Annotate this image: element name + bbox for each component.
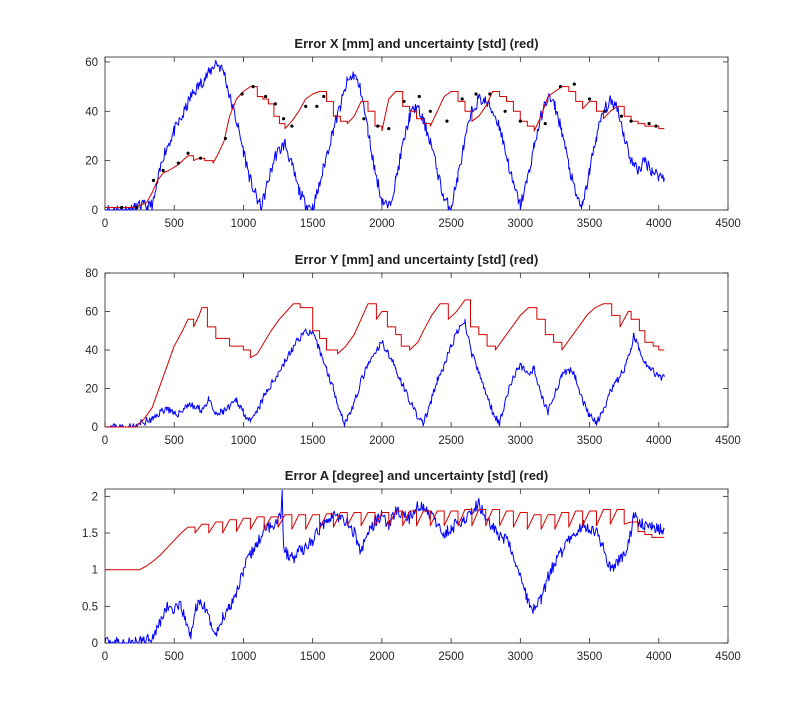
marker-point [290,124,294,128]
marker-point [647,122,651,126]
chart-title: Error A [degree] and uncertainty [std] (… [285,468,548,483]
marker-point [315,104,319,108]
chart-title: Error X [mm] and uncertainty [std] (red) [294,36,538,51]
marker-point [263,94,268,99]
uncertainty-line [105,509,665,571]
marker-point [603,109,607,113]
y-tick-label: 40 [85,345,98,357]
x-tick-label: 3000 [508,651,534,663]
subplot-2: Error Y [mm] and uncertainty [std] (red)… [85,252,741,447]
marker-point [251,85,255,89]
plot-frame [104,272,729,428]
marker-point [362,117,366,121]
error-line [105,318,665,428]
x-tick-label: 3500 [577,218,603,230]
x-tick-label: 1500 [300,435,326,447]
error-line [105,59,665,211]
y-tick-label: 0 [92,638,98,650]
x-tick-label: 1500 [300,651,326,663]
x-tick-label: 0 [102,218,108,230]
x-tick-label: 2500 [438,435,464,447]
uncertainty-line [105,299,665,428]
x-tick-label: 500 [165,435,184,447]
x-tick-label: 2500 [438,651,464,663]
marker-point [445,119,449,123]
marker-point [619,114,623,118]
marker-point [417,94,421,99]
marker-point [428,109,432,113]
x-tick-label: 2000 [369,218,395,230]
marker-point [387,126,391,131]
marker-point [654,124,658,128]
marker-point [558,85,563,89]
plot-frame [104,56,729,211]
marker-point [572,82,576,86]
x-tick-label: 1000 [231,651,257,663]
marker-point [176,161,180,165]
x-tick-label: 4000 [646,651,672,663]
y-tick-label: 0 [92,205,98,217]
x-tick-label: 4500 [715,651,741,663]
x-tick-label: 2500 [438,218,464,230]
marker-point [135,205,139,210]
error-line [105,489,665,644]
marker-point [161,168,165,173]
marker-point [240,92,244,96]
y-tick-label: 80 [85,268,98,280]
marker-point [322,94,326,99]
x-tick-label: 2000 [369,435,395,447]
x-tick-label: 1500 [300,218,326,230]
x-tick-label: 1000 [231,218,257,230]
y-tick-label: 60 [85,57,98,69]
subplot-3: Error A [degree] and uncertainty [std] (… [82,468,741,663]
x-tick-label: 500 [165,651,184,663]
marker-point [120,205,124,210]
marker-point [474,92,478,96]
marker-point [281,117,286,121]
y-tick-label: 0.5 [82,601,98,613]
marker-point [460,97,464,101]
marker-point [503,109,507,113]
x-tick-label: 3500 [577,435,603,447]
chart-title: Error Y [mm] and uncertainty [std] (red) [295,252,539,267]
x-tick-label: 3000 [508,435,534,447]
y-tick-label: 20 [85,384,98,396]
marker-point [304,104,308,108]
x-tick-label: 3000 [508,218,534,230]
marker-point [273,102,277,106]
y-tick-label: 2 [92,491,98,503]
marker-point [376,124,380,128]
x-tick-label: 4500 [715,435,741,447]
y-tick-label: 1.5 [82,528,98,540]
y-tick-label: 0 [92,422,98,434]
marker-point [223,136,228,141]
x-tick-label: 0 [102,651,108,663]
x-tick-label: 3500 [577,651,603,663]
marker-point [629,119,633,123]
x-tick-label: 500 [165,218,184,230]
marker-point [402,99,406,104]
x-tick-label: 1000 [231,435,257,447]
marker-point [587,97,592,101]
x-tick-label: 0 [102,435,108,447]
y-tick-label: 60 [85,307,98,319]
x-tick-label: 4000 [646,218,672,230]
marker-point [488,92,492,96]
uncertainty-line [105,86,665,208]
subplot-1: Error X [mm] and uncertainty [std] (red)… [85,36,741,230]
y-tick-label: 1 [92,565,98,577]
y-tick-label: 40 [85,106,98,118]
y-tick-label: 20 [85,156,98,168]
marker-point [198,156,203,160]
x-tick-label: 2000 [369,651,395,663]
marker-point [186,151,190,155]
marker-point [518,119,522,123]
x-tick-label: 4000 [646,435,672,447]
x-tick-label: 4500 [715,218,741,230]
marker-point [151,178,156,182]
marker-point [543,122,547,126]
